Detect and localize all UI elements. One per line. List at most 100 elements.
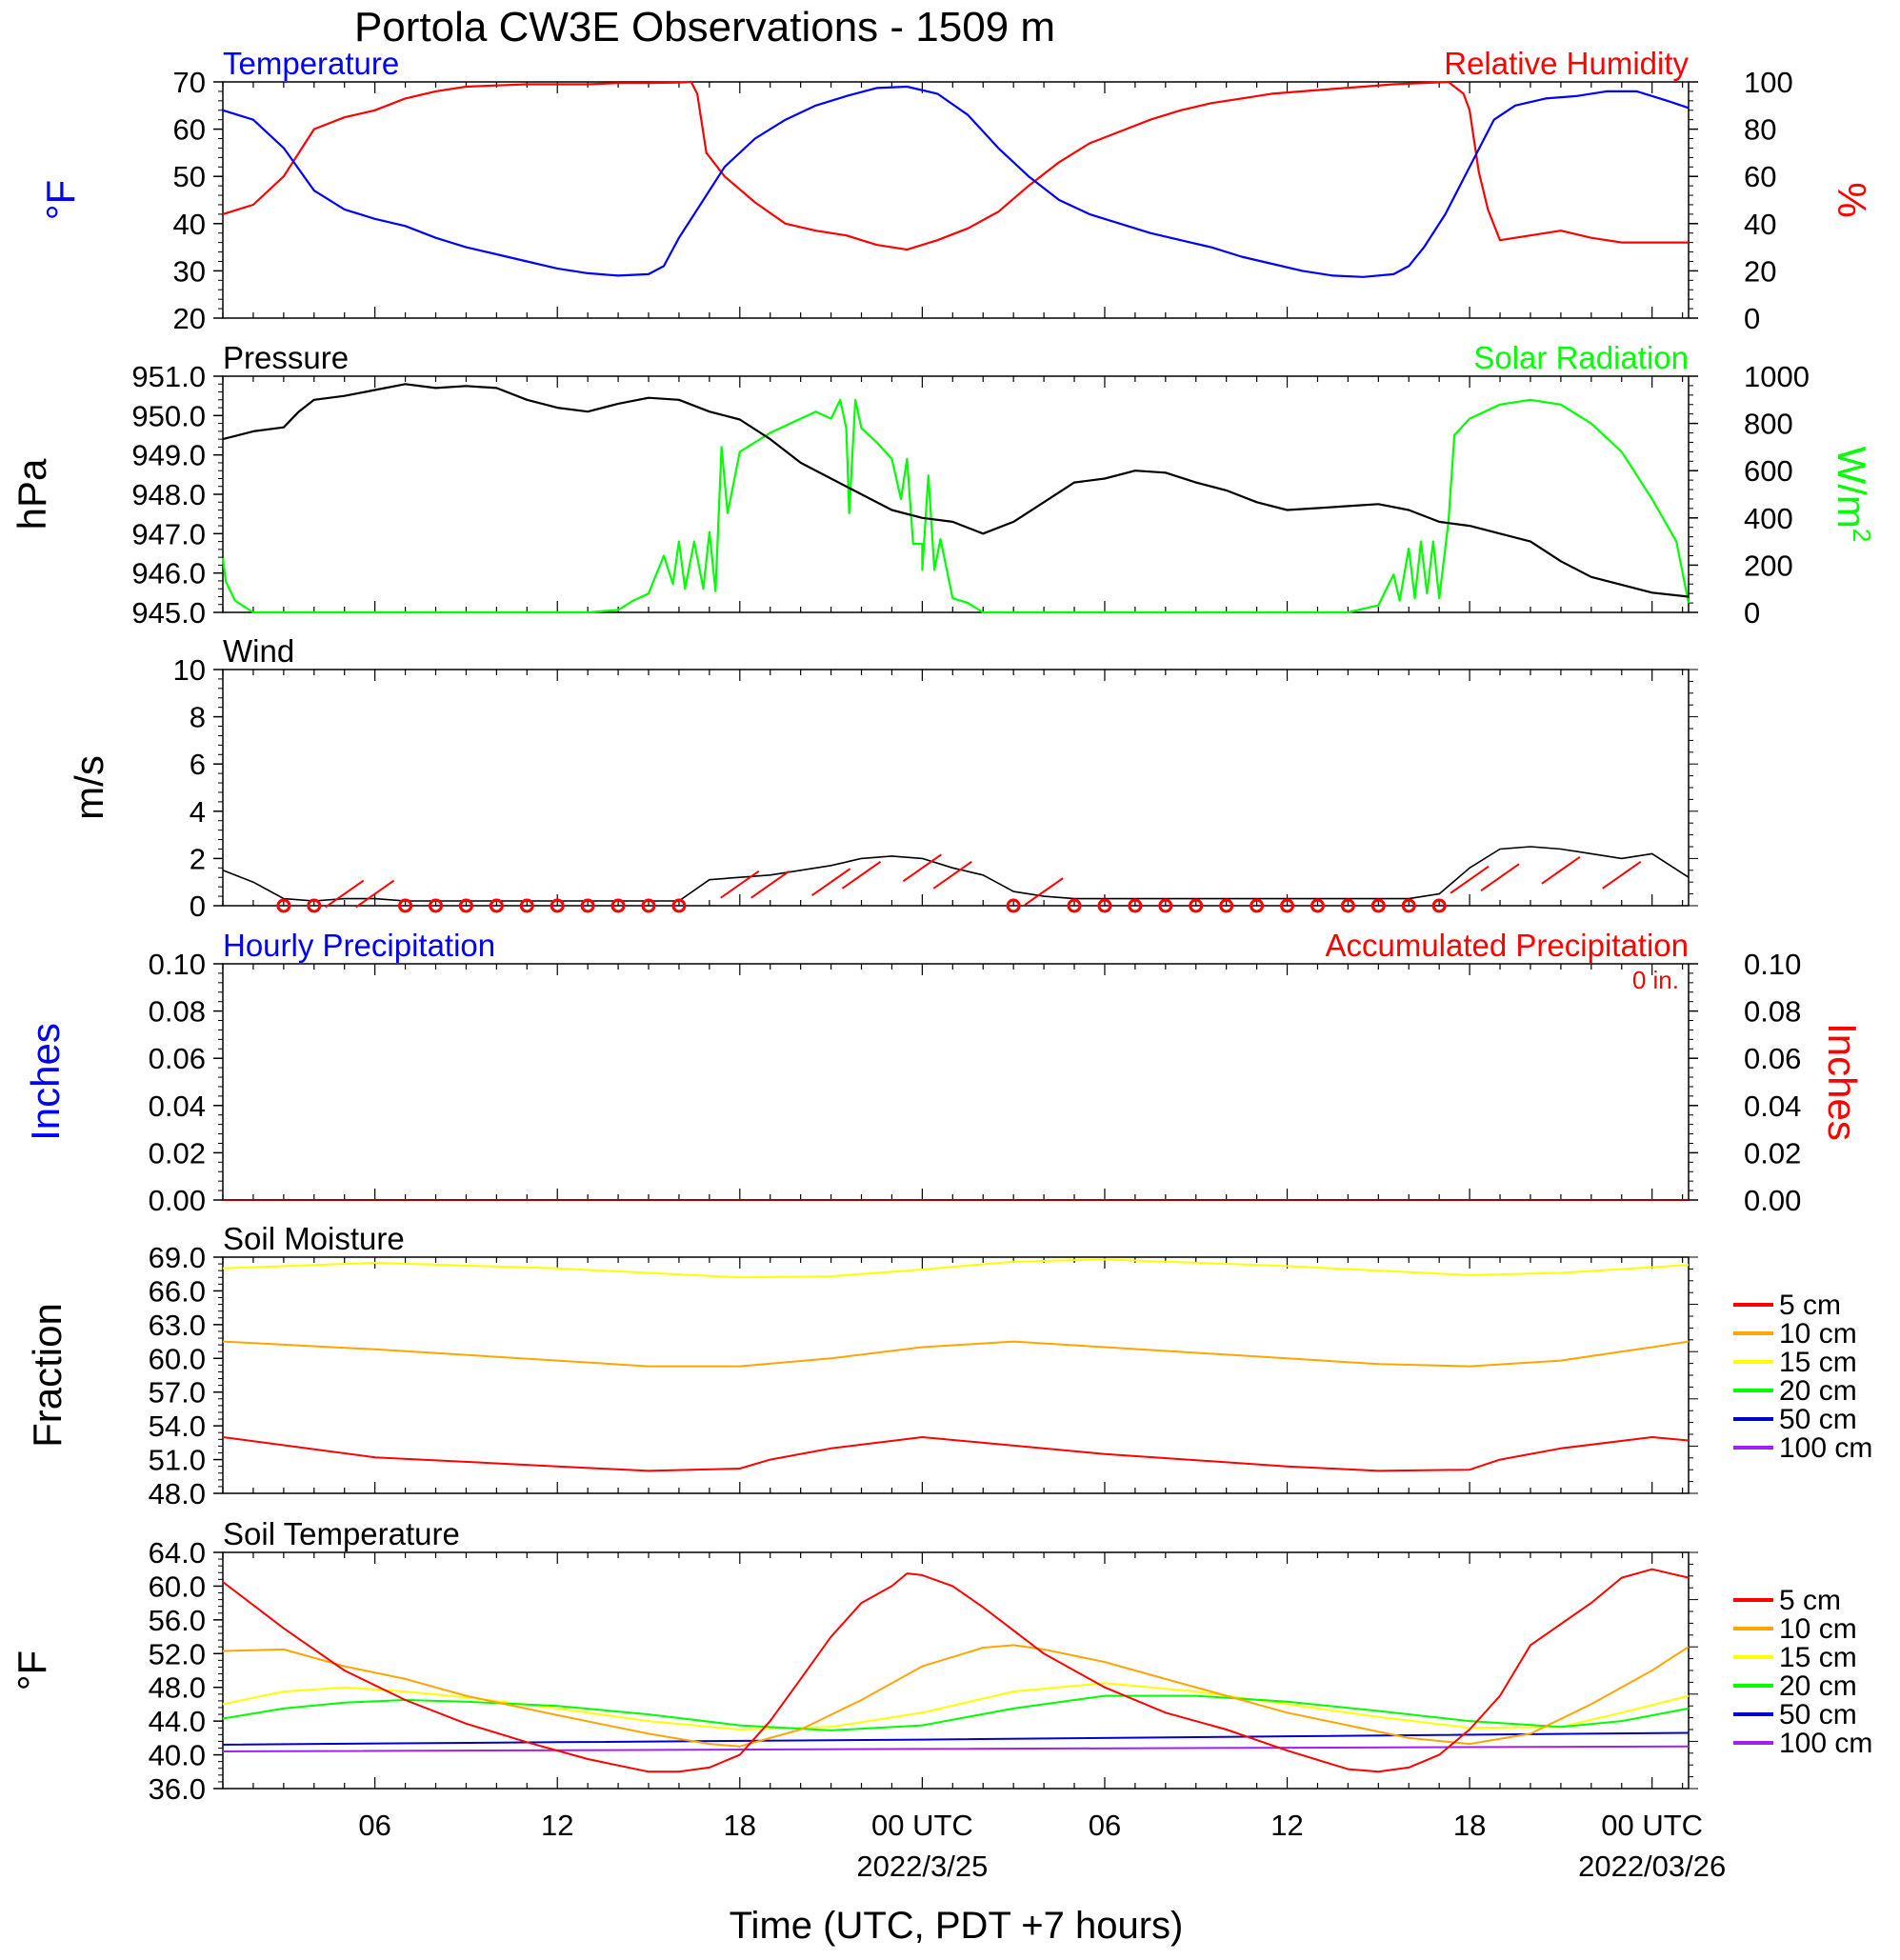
right-tick-label: 100 xyxy=(1744,66,1793,99)
soil-moisture-line-1 xyxy=(222,1340,1690,1368)
calm-wind-circle xyxy=(1128,898,1143,913)
humidity-line xyxy=(222,80,1689,251)
left-tick-label: 64.0 xyxy=(149,1536,206,1570)
left-tick-label: 56.0 xyxy=(149,1604,206,1637)
temperature-title: Temperature xyxy=(223,46,399,81)
soil-temp-line-5 xyxy=(222,1745,1690,1752)
soil-temp-line-2 xyxy=(222,1682,1690,1730)
plot-frame-pressure_solar xyxy=(222,375,1690,613)
left-tick-label: 40.0 xyxy=(149,1739,206,1772)
right-tick-label: 80 xyxy=(1744,113,1776,147)
left-tick-label: 8 xyxy=(190,701,206,734)
right-tick-label: 800 xyxy=(1744,408,1793,441)
calm-wind-circle xyxy=(1280,898,1295,913)
soil-temp-unit: °F xyxy=(10,1650,54,1690)
wind-barb xyxy=(750,870,790,899)
left-tick-label: 40 xyxy=(173,208,206,241)
calm-wind-circle xyxy=(1219,898,1234,913)
solar-radiation-line xyxy=(221,398,1690,614)
left-tick-label: 10 xyxy=(173,653,206,687)
plot-frame-precip xyxy=(222,963,1690,1201)
left-tick-label: 0.04 xyxy=(149,1090,206,1123)
left-tick-label: 50 xyxy=(173,160,206,193)
calm-wind-circle xyxy=(580,898,595,913)
left-tick-label: 60 xyxy=(173,113,206,147)
wind-barb xyxy=(720,870,760,899)
left-tick-label: 63.0 xyxy=(149,1309,206,1342)
left-tick-label: 950.0 xyxy=(131,399,206,432)
x-tick-label: 00 UTC xyxy=(1601,1809,1703,1842)
right-tick-label: 0 xyxy=(1744,302,1760,335)
calm-wind-circle xyxy=(519,898,534,913)
x-tick-label: 12 xyxy=(1270,1809,1303,1842)
legend-label: 5 cm xyxy=(1779,1290,1841,1321)
left-tick-label: 0.06 xyxy=(149,1042,206,1075)
left-tick-label: 48.0 xyxy=(149,1477,206,1510)
calm-wind-circle xyxy=(1158,898,1173,913)
left-tick-label: 948.0 xyxy=(131,478,206,511)
legend-label: 50 cm xyxy=(1779,1404,1857,1435)
solar-unit: W/m2 xyxy=(1830,447,1876,543)
wind-barb xyxy=(1024,877,1064,906)
x-tick-label: 18 xyxy=(1453,1809,1486,1842)
right-tick-label: 0.06 xyxy=(1744,1042,1801,1075)
right-tick-label: 1000 xyxy=(1744,360,1810,393)
left-tick-label: 4 xyxy=(190,795,206,829)
wind-barb xyxy=(932,860,972,890)
right-tick-label: 40 xyxy=(1744,208,1776,241)
temperature-unit: °F xyxy=(38,180,83,220)
pressure-line xyxy=(222,383,1690,598)
temperature-line xyxy=(222,85,1690,278)
legend-label: 50 cm xyxy=(1779,1699,1857,1730)
humidity-unit: % xyxy=(1830,182,1874,217)
soil-temp-line-3 xyxy=(222,1694,1690,1731)
calm-wind-circle xyxy=(610,898,626,913)
soil-temp-line-4 xyxy=(222,1731,1690,1746)
soil-moisture-line-0 xyxy=(222,1436,1690,1472)
soil-temp-line-0 xyxy=(222,1568,1690,1773)
left-tick-label: 947.0 xyxy=(131,517,206,550)
wind-barb xyxy=(1541,855,1581,885)
accum-precip-total: 0 in. xyxy=(1632,966,1679,994)
left-tick-label: 51.0 xyxy=(149,1444,206,1477)
legend-label: 5 cm xyxy=(1779,1585,1841,1616)
wind-barb xyxy=(325,879,365,909)
x-tick-label: 18 xyxy=(724,1809,756,1842)
pressure-title: Pressure xyxy=(223,340,349,375)
legend-label: 10 cm xyxy=(1779,1613,1857,1645)
solar-unit-base: W/m xyxy=(1830,447,1874,529)
legend-label: 100 cm xyxy=(1779,1432,1872,1464)
calm-wind-circle xyxy=(1431,898,1447,913)
precip-right-unit: Inches xyxy=(1820,1023,1865,1141)
figure-title: Portola CW3E Observations - 1509 m xyxy=(354,4,1055,50)
soil-temp-line-1 xyxy=(222,1644,1690,1748)
legend-label: 15 cm xyxy=(1779,1642,1857,1673)
plot-frame-temp_rh xyxy=(222,81,1690,319)
right-tick-label: 0 xyxy=(1744,596,1760,630)
legend-label: 10 cm xyxy=(1779,1318,1857,1350)
calm-wind-circle xyxy=(1310,898,1325,913)
calm-wind-circle xyxy=(1250,898,1265,913)
calm-wind-circle xyxy=(1370,898,1386,913)
legend-label: 20 cm xyxy=(1779,1670,1857,1702)
right-tick-label: 60 xyxy=(1744,160,1776,193)
calm-wind-circle xyxy=(671,898,687,913)
wind-barb xyxy=(811,868,851,897)
left-tick-label: 949.0 xyxy=(131,439,206,472)
calm-wind-circle xyxy=(307,898,322,913)
calm-wind-circle xyxy=(1067,898,1082,913)
right-tick-label: 600 xyxy=(1744,454,1793,488)
calm-wind-circle xyxy=(1401,898,1416,913)
left-tick-label: 69.0 xyxy=(149,1241,206,1274)
x-date-label: 2022/03/26 xyxy=(1578,1850,1726,1883)
soil-moisture-title: Soil Moisture xyxy=(223,1221,405,1256)
x-axis-title: Time (UTC, PDT +7 hours) xyxy=(730,1905,1184,1947)
left-tick-label: 70 xyxy=(173,66,206,99)
x-tick-label: 06 xyxy=(1089,1809,1121,1842)
legend-label: 100 cm xyxy=(1779,1728,1872,1759)
left-tick-label: 946.0 xyxy=(131,557,206,590)
left-tick-label: 52.0 xyxy=(149,1637,206,1670)
solar-title: Solar Radiation xyxy=(1473,340,1689,375)
left-tick-label: 48.0 xyxy=(149,1671,206,1705)
